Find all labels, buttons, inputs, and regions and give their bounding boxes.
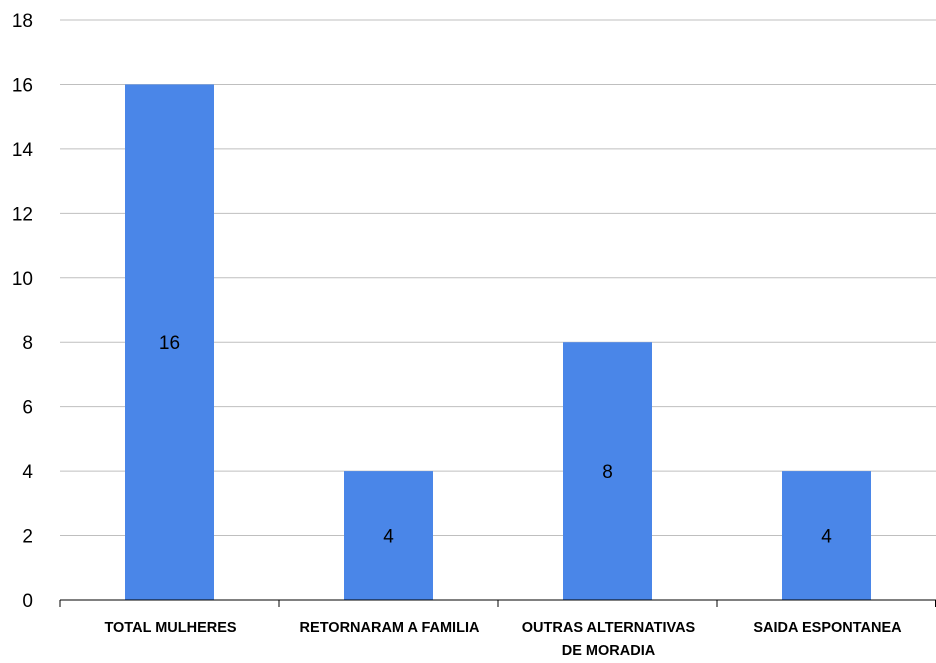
bar <box>125 84 214 600</box>
x-tick-labels: TOTAL MULHERES RETORNARAM A FAMILIA OUTRAS… <box>104 620 902 659</box>
data-label: 4 <box>821 527 832 548</box>
y-tick-label: 0 <box>22 591 33 612</box>
bar <box>782 471 871 600</box>
x-tick-label: OUTRAS ALTERNATIVAS <box>522 620 696 636</box>
data-label: 16 <box>159 333 180 354</box>
y-tick-labels: 0 2 4 6 8 10 12 14 16 18 <box>12 11 34 612</box>
y-tick-label: 14 <box>12 140 34 161</box>
x-tick-label: RETORNARAM A FAMILIA <box>300 620 480 636</box>
x-tick-label: SAIDA ESPONTANEA <box>753 620 902 636</box>
bars <box>125 84 871 600</box>
y-tick-label: 4 <box>22 462 33 483</box>
y-tick-label: 10 <box>12 269 33 290</box>
data-label: 4 <box>383 527 394 548</box>
y-tick-label: 8 <box>22 333 33 354</box>
y-tick-label: 6 <box>22 398 33 419</box>
data-labels: 16 4 8 4 <box>159 333 832 547</box>
bar <box>563 342 652 600</box>
axes <box>59 599 936 607</box>
bar <box>344 471 433 600</box>
y-tick-label: 2 <box>22 527 33 548</box>
x-tick-label: DE MORADIA <box>562 643 656 659</box>
y-tick-label: 16 <box>12 75 33 96</box>
y-tick-label: 12 <box>12 204 33 225</box>
x-tick-label: TOTAL MULHERES <box>104 620 236 636</box>
data-label: 8 <box>602 462 613 483</box>
y-tick-label: 18 <box>12 11 33 32</box>
